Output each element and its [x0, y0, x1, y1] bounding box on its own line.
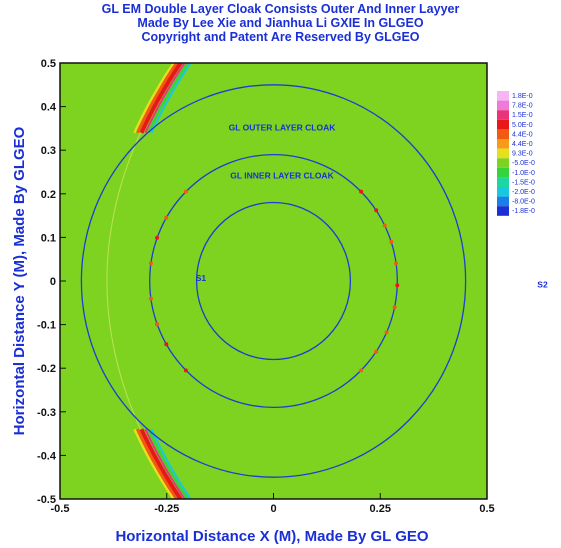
- legend-label: 1.5E-0: [512, 112, 533, 119]
- field-spot: [374, 349, 379, 354]
- wave-band-faint: [106, 132, 141, 430]
- y-tick-label: -0.3: [37, 407, 56, 419]
- legend-swatch: [497, 119, 509, 130]
- field-spot: [155, 322, 160, 327]
- field-spot: [392, 305, 397, 310]
- legend-label: 5.0E-0: [512, 122, 533, 129]
- y-tick-label: -0.1: [37, 320, 56, 332]
- field-spot: [183, 189, 188, 194]
- wave-band-stripe: [150, 63, 192, 134]
- field-spot: [389, 239, 394, 244]
- legend-swatch: [497, 158, 509, 168]
- x-axis-label: Horizontal Distance X (M), Made By GL GE…: [115, 528, 428, 545]
- field-spot: [359, 189, 364, 194]
- legend-label: -1.0E-0: [512, 170, 535, 177]
- cloak-circle-inner: [195, 201, 352, 361]
- y-tick-label: 0.2: [41, 189, 56, 201]
- y-tick-label: 0.1: [41, 232, 56, 244]
- y-tick-label: 0.3: [41, 145, 56, 157]
- field-spot: [164, 215, 169, 220]
- legend-swatch: [497, 110, 509, 120]
- x-tick-label: 0.5: [479, 503, 494, 515]
- x-tick-label: -0.5: [51, 503, 70, 515]
- field-spot: [148, 296, 153, 301]
- legend-label: -5.0E-0: [512, 160, 535, 167]
- legend-label: -1.8E-0: [512, 208, 535, 215]
- legend-swatch: [497, 196, 509, 207]
- legend-swatch: [497, 177, 509, 187]
- legend-swatch: [497, 100, 509, 111]
- wave-band-stripe: [150, 428, 192, 499]
- wave-band-stripe: [136, 428, 178, 499]
- field-spot: [382, 223, 387, 228]
- plot-area: [60, 63, 487, 499]
- field-spot: [155, 235, 160, 240]
- field-spot: [394, 261, 399, 266]
- legend-label: -1.5E-0: [512, 179, 535, 186]
- y-tick-label: 0.5: [41, 58, 56, 70]
- legend-label: -2.0E-0: [512, 189, 535, 196]
- annotation-gl-outer-layer-cloak: GL OUTER LAYER CLOAK: [229, 123, 337, 133]
- y-axis-label: Horizontal Distance Y (M), Made By GLGEO: [11, 126, 28, 435]
- wave-band-stripe: [139, 428, 183, 499]
- chart-title-line-1: GL EM Double Layer Cloak Consists Outer …: [101, 2, 460, 16]
- annotation-s2: S2: [537, 280, 548, 290]
- annotation-s1: S1: [196, 273, 207, 283]
- wave-band-stripe: [147, 428, 189, 499]
- legend-swatch: [497, 91, 509, 101]
- legend-swatch: [497, 139, 509, 149]
- y-tick-label: -0.5: [37, 494, 56, 506]
- field-spot: [374, 208, 379, 213]
- chart-title-line-2: Made By Lee Xie and Jianhua Li GXIE In G…: [137, 16, 424, 30]
- y-tick-label: 0: [50, 276, 56, 288]
- annotation-gl-inner-layer-cloak: GL INNER LAYER CLOAK: [230, 171, 334, 181]
- legend-swatch: [497, 206, 509, 216]
- wave-band-stripe: [133, 63, 175, 134]
- x-tick-label: 0: [270, 503, 276, 515]
- field-spot: [395, 283, 400, 288]
- legend-swatch: [497, 167, 509, 178]
- legend-swatch: [497, 187, 509, 197]
- cloak-circle-middle: [149, 153, 398, 409]
- x-tick-label: 0.25: [370, 503, 391, 515]
- wave-band-stripe: [139, 63, 183, 134]
- legend-label: 1.8E-0: [512, 93, 533, 100]
- cloak-circle-outer: [80, 84, 467, 478]
- field-spot: [359, 368, 364, 373]
- legend-label: 7.8E-0: [512, 103, 533, 110]
- legend-label: 9.3E-0: [512, 151, 533, 158]
- y-tick-label: 0.4: [41, 102, 57, 114]
- wave-band-stripe: [147, 63, 189, 134]
- legend-swatch: [497, 129, 509, 139]
- y-tick-label: -0.4: [37, 450, 57, 462]
- legend-label: 4.4E-0: [512, 141, 533, 148]
- legend-swatch: [497, 148, 509, 159]
- wave-band-stripe: [133, 428, 175, 499]
- field-spot: [164, 342, 169, 347]
- field-spot: [183, 368, 188, 373]
- field-spot: [148, 261, 153, 266]
- wave-band-stripe: [144, 63, 186, 134]
- y-tick-label: -0.2: [37, 363, 56, 375]
- legend-label: 4.4E-0: [512, 131, 533, 138]
- wave-band-stripe: [144, 428, 186, 499]
- field-spot: [384, 330, 389, 335]
- legend-label: -8.0E-0: [512, 199, 535, 206]
- wave-band-stripe: [136, 63, 178, 134]
- x-tick-label: -0.25: [154, 503, 179, 515]
- chart-title-line-3: Copyright and Patent Are Reserved By GLG…: [141, 30, 420, 44]
